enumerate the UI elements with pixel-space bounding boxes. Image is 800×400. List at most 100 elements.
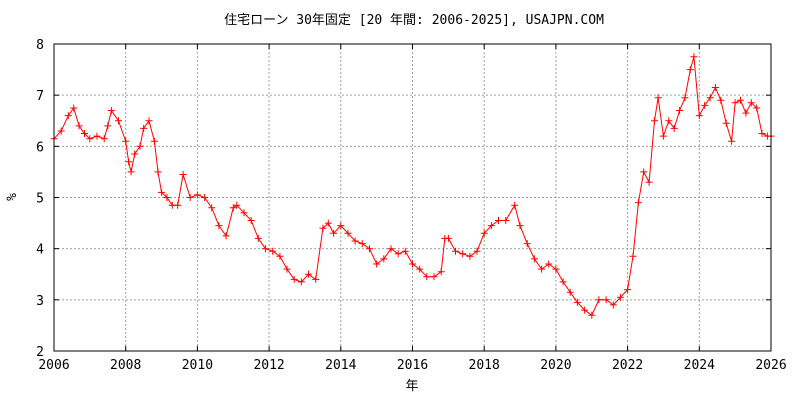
data-point-marker [131, 150, 139, 158]
y-tick-label: 4 [36, 243, 44, 258]
data-point-marker [337, 222, 345, 230]
data-point-marker [154, 168, 162, 176]
data-point-marker [373, 260, 381, 268]
data-point-marker [538, 265, 546, 273]
data-point-marker [222, 232, 230, 240]
data-point-marker [753, 104, 761, 112]
data-point-marker [690, 53, 698, 61]
data-point-marker [115, 117, 122, 125]
data-point-marker [283, 265, 291, 273]
data-point-marker [676, 107, 684, 114]
x-tick-label: 2018 [469, 358, 500, 373]
data-point-marker [75, 122, 83, 130]
data-point-marker [319, 224, 327, 232]
data-point-marker [247, 217, 255, 224]
x-tick-label: 2008 [110, 358, 141, 373]
data-point-marker [351, 237, 359, 245]
data-point-marker [70, 104, 78, 112]
y-tick-label: 7 [36, 89, 44, 104]
data-point-marker [107, 107, 115, 114]
data-point-marker [722, 119, 730, 127]
axis-ticks: 2006 2008 2010 2012 2014 2016 2018 2020 2022 2024… [36, 38, 786, 373]
data-point-marker [174, 201, 182, 209]
data-point-marker [276, 252, 284, 260]
data-point-marker [595, 296, 603, 304]
data-point-marker [269, 247, 277, 255]
data-point-marker [86, 135, 94, 143]
data-point-marker [186, 194, 194, 201]
data-point-marker [262, 245, 269, 253]
data-point-marker [545, 260, 553, 268]
data-point-marker [473, 247, 481, 255]
data-point-marker [179, 171, 187, 178]
data-point-marker [57, 127, 65, 135]
data-point-marker [401, 247, 409, 255]
data-point-marker [573, 298, 581, 306]
x-tick-label: 2006 [38, 358, 69, 373]
data-point-marker [233, 201, 241, 209]
data-point-marker [330, 229, 338, 237]
data-point-marker [728, 137, 736, 145]
data-point-marker [523, 240, 531, 248]
data-point-marker [581, 306, 589, 314]
data-point-marker [495, 217, 502, 224]
data-point-marker [444, 234, 452, 242]
x-tick-label: 2024 [684, 358, 715, 373]
data-point-marker [100, 135, 108, 143]
data-point-marker [686, 66, 694, 74]
data-point-marker [387, 245, 395, 253]
x-tick-label: 2014 [325, 358, 356, 373]
data-point-marker [127, 168, 135, 176]
data-point-marker [366, 245, 373, 253]
data-point-marker [122, 137, 130, 145]
data-point-marker [64, 112, 72, 120]
data-point-marker [136, 142, 144, 150]
data-point-marker [430, 273, 438, 281]
data-point-marker [645, 178, 653, 186]
data-point-marker [609, 301, 617, 309]
data-point-marker [747, 99, 755, 107]
x-tick-label: 2022 [612, 358, 643, 373]
data-point-marker [150, 137, 158, 145]
data-point-marker [193, 191, 201, 199]
data-point-marker [145, 117, 153, 125]
data-point-marker [423, 273, 431, 281]
data-point-marker [416, 265, 424, 273]
data-point-marker [201, 194, 209, 201]
data-point-marker [380, 255, 388, 263]
data-point-marker [552, 265, 560, 273]
data-point-marker [640, 168, 648, 176]
data-point-marker [104, 122, 112, 130]
y-tick-label: 2 [36, 345, 44, 360]
data-point-marker [731, 99, 739, 107]
data-point-marker [254, 234, 262, 242]
data-point-marker [629, 252, 637, 260]
data-point-marker [502, 217, 510, 224]
data-point-marker [409, 260, 416, 268]
data-point-marker [616, 293, 624, 301]
data-point-marker [208, 204, 216, 212]
data-point-marker [742, 109, 750, 117]
data-point-marker [312, 275, 320, 283]
chart-title: 住宅ローン 30年固定 [20 年間: 2006-2025], USAJPN.C… [224, 13, 604, 28]
data-point-marker [437, 268, 445, 276]
data-point-marker [81, 130, 88, 137]
x-tick-label: 2016 [397, 358, 428, 373]
data-point-marker [624, 286, 632, 294]
data-point-marker [344, 229, 352, 237]
y-tick-label: 3 [36, 294, 44, 309]
grid [54, 44, 771, 351]
data-point-marker [324, 219, 332, 227]
data-point-marker [602, 296, 610, 304]
data-point-marker [530, 255, 538, 263]
data-point-marker [670, 124, 678, 132]
y-axis-label: % [5, 193, 20, 201]
data-point-marker [487, 222, 495, 230]
data-point-marker [305, 270, 312, 278]
data-point-marker [651, 117, 658, 125]
data-point-marker [93, 132, 101, 140]
data-point-marker [215, 222, 223, 230]
data-point-marker [737, 96, 744, 104]
x-tick-label: 2012 [253, 358, 284, 373]
y-tick-label: 5 [36, 192, 44, 207]
